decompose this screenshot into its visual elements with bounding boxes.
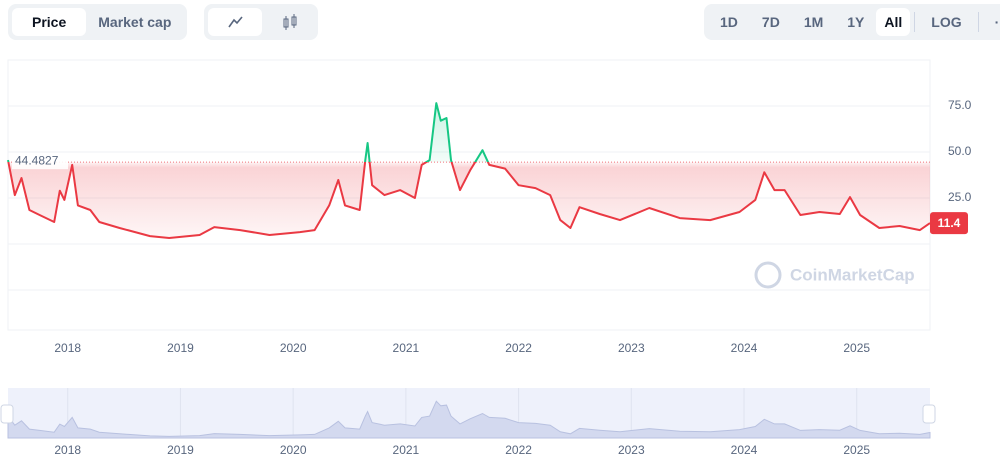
navigator-tick-label: 2021 xyxy=(393,443,420,457)
navigator-handle[interactable] xyxy=(0,404,14,424)
navigator-tick-label: 2024 xyxy=(731,443,758,457)
log-toggle[interactable]: LOG xyxy=(931,14,962,30)
range-1y[interactable]: 1Y xyxy=(847,14,865,30)
range-group: 1D 7D 1M 1Y All LOG ··· xyxy=(704,4,1000,40)
separator xyxy=(977,12,979,32)
x-tick-label: 2024 xyxy=(731,341,758,355)
x-tick-label: 2022 xyxy=(505,341,532,355)
tab-price[interactable]: Price xyxy=(12,8,87,36)
line-icon[interactable] xyxy=(208,8,262,36)
range-1d[interactable]: 1D xyxy=(720,14,738,30)
price-area xyxy=(8,103,930,238)
navigator-tick-label: 2022 xyxy=(505,443,532,457)
x-tick-label: 2020 xyxy=(280,341,307,355)
y-tick-label: 75.0 xyxy=(948,98,972,112)
navigator-tick-label: 2020 xyxy=(280,443,307,457)
chart-type-group xyxy=(204,4,318,40)
last-price-tag xyxy=(930,212,968,235)
brand: CoinMarketCap xyxy=(790,265,915,284)
navigator-tick-label: 2023 xyxy=(618,443,645,457)
x-tick-label: 2019 xyxy=(167,341,194,355)
y-tick-label: 50.0 xyxy=(948,144,972,158)
y-tick-label: 25.0 xyxy=(948,190,972,204)
navigator-area xyxy=(7,400,931,439)
reference-label: 44.4827 xyxy=(15,153,59,167)
x-tick-label: 2018 xyxy=(54,341,81,355)
range-all[interactable]: All xyxy=(876,8,911,36)
navigator xyxy=(8,388,930,438)
icon xyxy=(228,16,243,28)
x-tick-label: 2021 xyxy=(393,341,420,355)
navigator-tick-label: 2019 xyxy=(167,443,194,457)
x-tick-label: 2023 xyxy=(618,341,645,355)
separator xyxy=(914,12,916,32)
x-tick-label: 2025 xyxy=(843,341,870,355)
navigator-tick-label: 2025 xyxy=(843,443,870,457)
price-line xyxy=(7,102,931,239)
watermark: CoinMarketCap xyxy=(754,261,915,289)
candle-icon[interactable] xyxy=(262,8,316,36)
plot-frame xyxy=(7,59,931,331)
reference-label-bg xyxy=(12,153,68,170)
last-price-label: 11.4 xyxy=(938,216,961,230)
more-menu[interactable]: ··· xyxy=(994,14,1000,30)
navigator-tick-label: 2018 xyxy=(54,443,81,457)
range-1m[interactable]: 1M xyxy=(803,14,824,30)
icon xyxy=(283,14,297,30)
tab-market-cap[interactable]: Market cap xyxy=(98,14,172,30)
tab-group: Price Market cap xyxy=(8,4,188,40)
navigator-handle[interactable] xyxy=(922,404,936,424)
range-7d[interactable]: 7D xyxy=(761,14,780,30)
